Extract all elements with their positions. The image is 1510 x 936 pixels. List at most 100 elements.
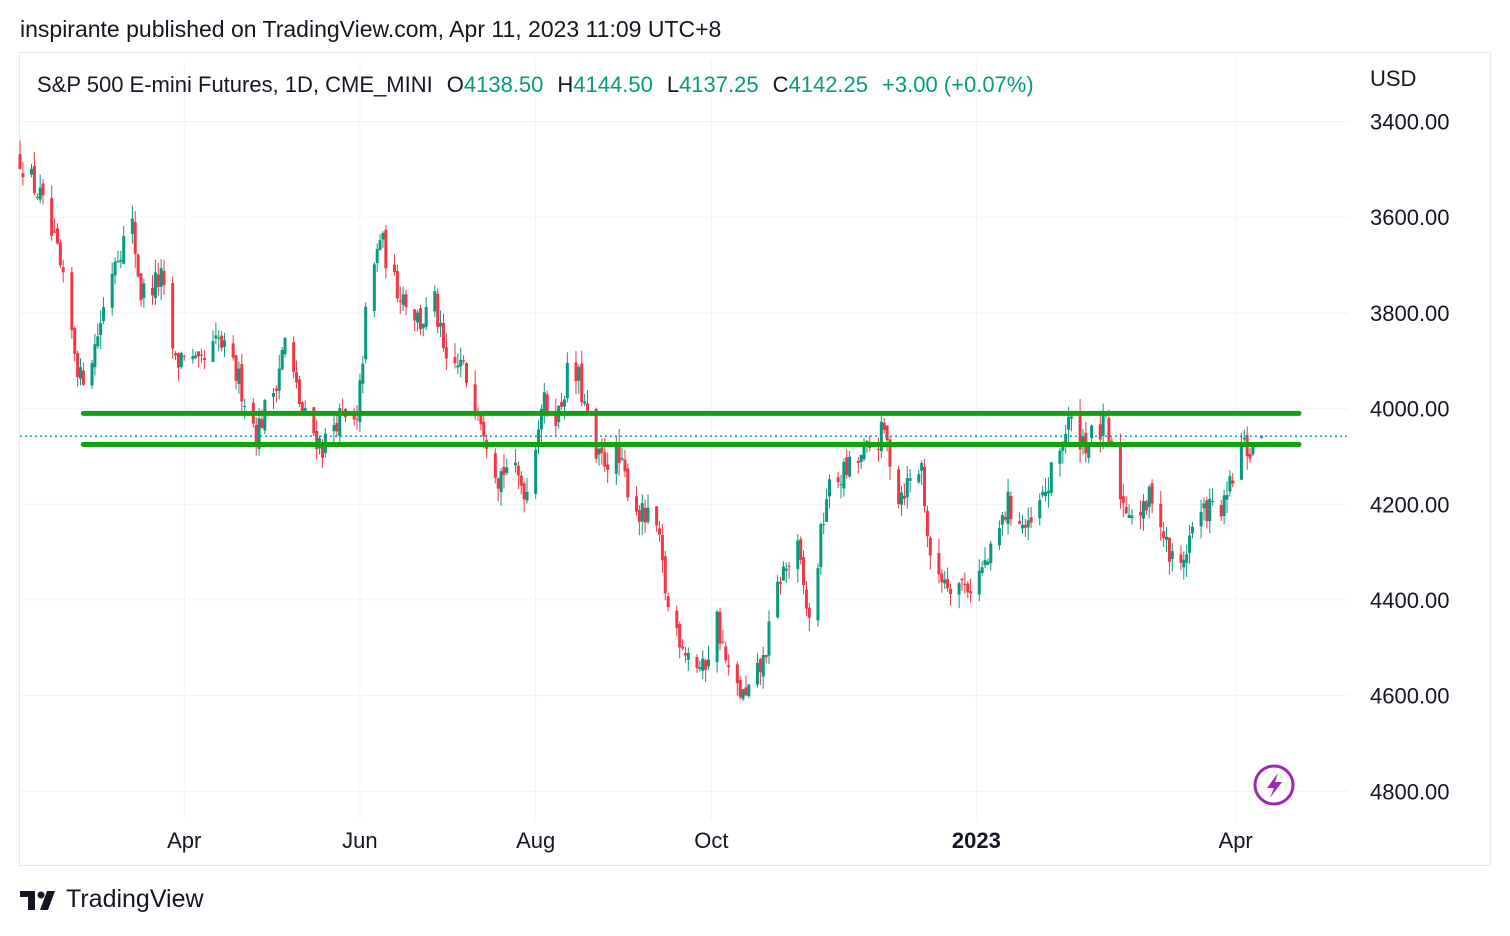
candle-body[interactable] [663, 556, 667, 594]
candle-body[interactable] [603, 452, 607, 467]
candle-body[interactable] [35, 196, 39, 198]
candle-body[interactable] [355, 418, 359, 420]
candle-body[interactable] [456, 365, 460, 368]
candle-body[interactable] [202, 357, 206, 361]
candle-body[interactable] [1020, 524, 1024, 529]
candle-body[interactable] [686, 652, 690, 660]
candle-body[interactable] [303, 408, 307, 413]
candle-body[interactable] [58, 242, 62, 266]
candle-body[interactable] [779, 581, 783, 584]
candle-body[interactable] [254, 424, 258, 446]
candle-body[interactable] [283, 337, 287, 355]
candle-body[interactable] [191, 356, 195, 359]
candle-body[interactable] [539, 408, 543, 430]
candle-body[interactable] [943, 579, 947, 584]
candle-body[interactable] [159, 268, 163, 287]
candle-body[interactable] [1110, 440, 1114, 443]
candle-body[interactable] [41, 183, 45, 196]
candle-body[interactable] [73, 328, 77, 354]
candle-body[interactable] [957, 583, 961, 595]
candle-body[interactable] [859, 454, 863, 463]
currency-label[interactable]: USD [1370, 66, 1417, 91]
candle-body[interactable] [1038, 500, 1042, 519]
candle-body[interactable] [392, 264, 396, 273]
candle-body[interactable] [525, 491, 529, 501]
candle-body[interactable] [53, 231, 57, 233]
candle-body[interactable] [1018, 521, 1022, 524]
candle-body[interactable] [220, 335, 224, 348]
candle-body[interactable] [93, 344, 97, 368]
candle-body[interactable] [606, 464, 610, 470]
candle-body[interactable] [1159, 503, 1163, 528]
candle-body[interactable] [1006, 491, 1010, 525]
candle-body[interactable] [462, 360, 466, 362]
candle-body[interactable] [1188, 535, 1192, 553]
candle-body[interactable] [1162, 531, 1166, 538]
candle-body[interactable] [580, 363, 584, 403]
candle-body[interactable] [804, 589, 808, 609]
candle-body[interactable] [637, 510, 641, 522]
candle-body[interactable] [960, 578, 964, 581]
support-resistance-lines[interactable] [20, 410, 1348, 447]
candle-body[interactable] [701, 658, 705, 671]
candle-body[interactable] [505, 467, 509, 473]
candle-body[interactable] [335, 423, 339, 432]
candle-body[interactable] [81, 370, 85, 385]
candle-body[interactable] [482, 421, 486, 437]
candle-body[interactable] [153, 272, 157, 299]
candle-body[interactable] [969, 591, 973, 594]
candle-body[interactable] [378, 240, 382, 250]
candle-body[interactable] [496, 478, 500, 489]
candle-body[interactable] [597, 448, 601, 455]
candle-body[interactable] [277, 368, 281, 391]
candle-body[interactable] [358, 380, 362, 423]
candle-body[interactable] [372, 264, 376, 312]
candle-body[interactable] [963, 583, 967, 585]
candle-body[interactable] [776, 581, 780, 618]
candle-body[interactable] [113, 261, 117, 276]
candle-body[interactable] [1124, 506, 1128, 514]
candle-body[interactable] [1225, 494, 1229, 500]
candle-body[interactable] [574, 362, 578, 382]
candle-body[interactable] [666, 596, 670, 607]
candle-body[interactable] [626, 468, 630, 498]
candle-body[interactable] [675, 610, 679, 628]
candle-body[interactable] [1211, 501, 1215, 503]
candle-body[interactable] [381, 232, 385, 240]
candle-body[interactable] [424, 306, 428, 327]
candle-body[interactable] [102, 307, 106, 322]
candle-body[interactable] [176, 353, 180, 368]
candle-body[interactable] [162, 270, 166, 286]
candle-body[interactable] [946, 579, 950, 589]
candle-body[interactable] [439, 322, 443, 327]
candle-body[interactable] [902, 495, 906, 499]
candle-body[interactable] [678, 624, 682, 648]
candle-body[interactable] [142, 283, 146, 299]
candle-body[interactable] [444, 347, 448, 359]
candle-body[interactable] [977, 570, 981, 595]
candle-body[interactable] [565, 362, 569, 399]
time-axis[interactable]: Apr Jun Aug Oct 2023 Apr [167, 828, 1253, 853]
candle-body[interactable] [614, 444, 618, 474]
candle-body[interactable] [923, 466, 927, 507]
candle-body[interactable] [908, 478, 912, 481]
candle-body[interactable] [50, 198, 54, 236]
candle-body[interactable] [796, 540, 800, 570]
candle-body[interactable] [130, 218, 134, 234]
candle-body[interactable] [139, 273, 143, 301]
candle-body[interactable] [643, 507, 647, 523]
candle-body[interactable] [274, 388, 278, 391]
candle-body[interactable] [352, 414, 356, 420]
candle-body[interactable] [1098, 424, 1102, 440]
candle-body[interactable] [882, 422, 886, 430]
candle-body[interactable] [295, 372, 299, 383]
candle-body[interactable] [839, 484, 843, 486]
candle-body[interactable] [1239, 442, 1243, 480]
candle-body[interactable] [940, 573, 944, 583]
candle-body[interactable] [522, 483, 526, 500]
candle-body[interactable] [416, 312, 420, 323]
candle-body[interactable] [715, 611, 719, 663]
candle-body[interactable] [194, 355, 198, 358]
candle-body[interactable] [1118, 446, 1122, 500]
candle-body[interactable] [231, 343, 235, 358]
